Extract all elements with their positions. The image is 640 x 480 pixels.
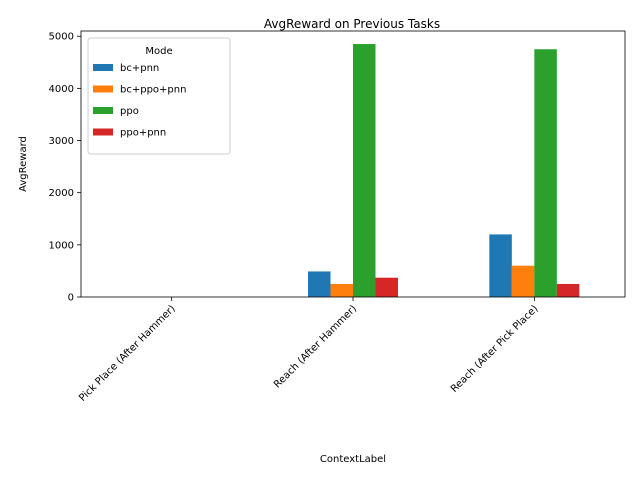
- plot-frame: [80, 30, 626, 298]
- legend: Mode bc+pnn bc+ppo+pnn ppo ppo+pnn: [87, 37, 231, 155]
- legend-label-ppo+pnn: ppo+pnn: [120, 128, 166, 139]
- bar-ppo+pnn-1: [375, 277, 398, 297]
- x-tick-label: Pick Place (After Hammer): [77, 303, 178, 404]
- legend-swatch-ppo: [93, 107, 113, 114]
- y-tick-label: 4000: [49, 84, 74, 95]
- legend-label-bc+pnn: bc+pnn: [120, 63, 159, 74]
- y-tick-label: 1000: [49, 240, 74, 251]
- legend-label-bc+ppo+pnn: bc+ppo+pnn: [120, 85, 186, 96]
- bar-bc+ppo+pnn-2: [511, 265, 535, 297]
- legend-label-ppo: ppo: [120, 106, 139, 117]
- x-tick-label: Reach (After Hammer): [272, 303, 359, 390]
- legend-box: [87, 37, 231, 155]
- y-tick-label: 0: [68, 293, 74, 304]
- y-axis: 0 1000 2000 3000 4000 5000: [49, 32, 81, 304]
- bar-ppo-2: [534, 49, 557, 298]
- bar-ppo-1: [353, 44, 376, 297]
- legend-swatch-ppo+pnn: [93, 128, 113, 136]
- y-axis-label: AvgReward: [18, 136, 29, 192]
- bar-ppo+pnn-2: [556, 283, 580, 297]
- legend-swatch-bc+pnn: [93, 64, 113, 71]
- bar-bc+pnn-1: [308, 271, 331, 297]
- bar-bc+ppo+pnn-1: [330, 283, 353, 297]
- legend-swatch-bc+ppo+pnn: [93, 85, 113, 93]
- y-tick-label: 2000: [49, 188, 74, 199]
- bar-bc+pnn-2: [489, 234, 512, 297]
- legend-title: Mode: [145, 46, 172, 57]
- x-tick-label: Reach (After Pick Place): [449, 303, 541, 395]
- bars-group: [308, 44, 580, 298]
- x-axis: Pick Place (After Hammer) Reach (After Ha…: [77, 297, 541, 404]
- chart-title: AvgReward on Previous Tasks: [264, 17, 440, 31]
- y-tick-label: 3000: [49, 136, 74, 147]
- y-tick-label: 5000: [49, 32, 74, 43]
- x-axis-label: ContextLabel: [320, 454, 386, 465]
